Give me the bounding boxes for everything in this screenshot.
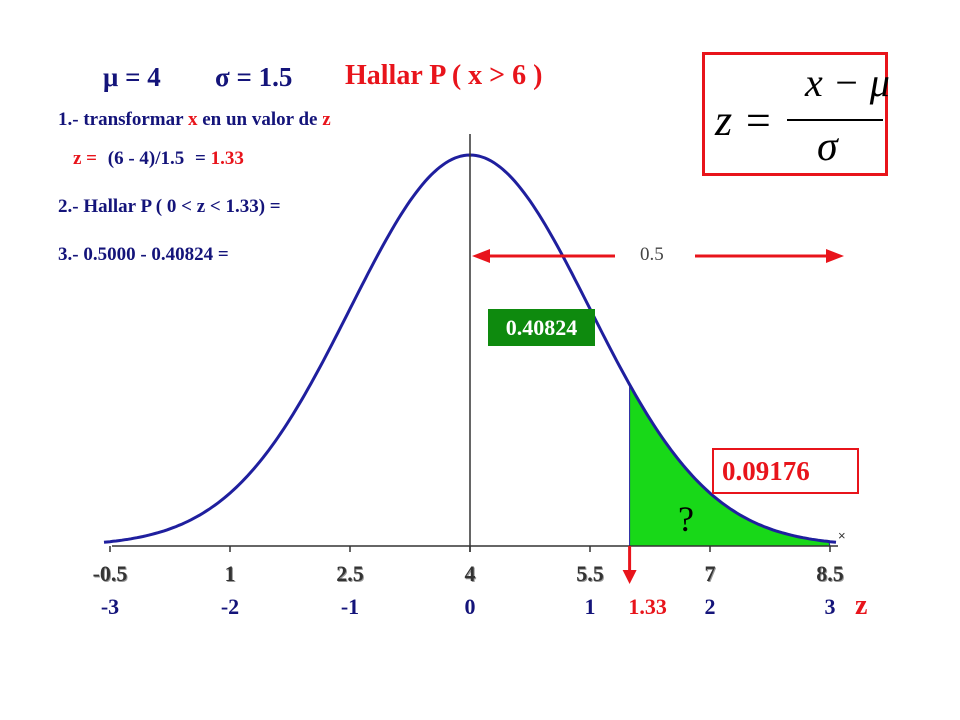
inner-area-label: 0.40824 (488, 309, 595, 346)
x-tick-label: 1 (224, 561, 236, 586)
x-tick-label: -0.5 (92, 561, 128, 586)
x-tick-label: 4 (464, 561, 476, 586)
formula-fraction-bar (787, 119, 883, 121)
step-1-number: 1.- (58, 109, 79, 130)
task-title: Hallar P ( x > 6 ) (345, 60, 543, 91)
formula-denominator: σ (817, 124, 838, 170)
step-2: 2.- Hallar P ( 0 < z < 1.33) = (58, 196, 281, 217)
z-axis-label: z (855, 590, 868, 621)
mu-parameter: μ = 4 (103, 62, 161, 93)
x-tick-label: 2.5 (336, 561, 364, 586)
half-arrow-left-head (472, 249, 490, 263)
z-tick-label: -3 (100, 594, 120, 619)
z-tick-label: 3 (824, 594, 836, 619)
x-tick-label: 7 (704, 561, 716, 586)
sigma-parameter: σ = 1.5 (215, 62, 292, 93)
z-tick-label: 2 (704, 594, 716, 619)
half-area-arrow (472, 249, 844, 263)
calc-result: 1.33 (210, 148, 244, 169)
half-arrow-right-head (826, 249, 844, 263)
x-tick-label: 8.5 (816, 561, 844, 586)
step-1-text-a: transformar (83, 109, 184, 130)
step-3: 3.- 0.5000 - 0.40824 = (58, 244, 229, 265)
calc-label: z = (73, 148, 98, 169)
half-area-label: 0.5 (640, 244, 664, 265)
z-tick-label: -2 (220, 594, 240, 619)
z-tick-label: 1 (584, 594, 596, 619)
formula-numerator: x − μ (805, 60, 890, 105)
step-1-x: x (187, 109, 198, 130)
sigma-symbol: σ (215, 62, 230, 92)
z-marker-arrow (622, 546, 637, 584)
z-tick-label: 0 (464, 594, 476, 619)
tail-question-mark: ? (678, 499, 694, 539)
mu-value: = 4 (125, 62, 161, 92)
tail-area-label: 0.09176 (712, 448, 859, 494)
mu-symbol: μ (103, 62, 119, 92)
z-calculation: z = (6 - 4)/1.5 = 1.33 (73, 148, 244, 170)
calc-expression: (6 - 4)/1.5 (107, 148, 185, 169)
step-1-z: z (322, 109, 331, 130)
z-marker-head (622, 570, 637, 584)
z-formula-box: z = x − μ σ (702, 52, 890, 176)
z-tick-label: 1.33 (628, 594, 667, 619)
step-1: 1.- transformar x en un valor de z (58, 109, 331, 131)
axis-end-mark: × (838, 528, 846, 543)
tick-marks (109, 546, 831, 552)
sigma-value: = 1.5 (236, 62, 293, 92)
z-tick-label: -1 (340, 594, 360, 619)
x-tick-label: 5.5 (576, 561, 604, 586)
formula-lhs: z = (715, 96, 773, 145)
calc-equals: = (195, 148, 206, 169)
step-1-text-b: en un valor de (202, 109, 318, 130)
